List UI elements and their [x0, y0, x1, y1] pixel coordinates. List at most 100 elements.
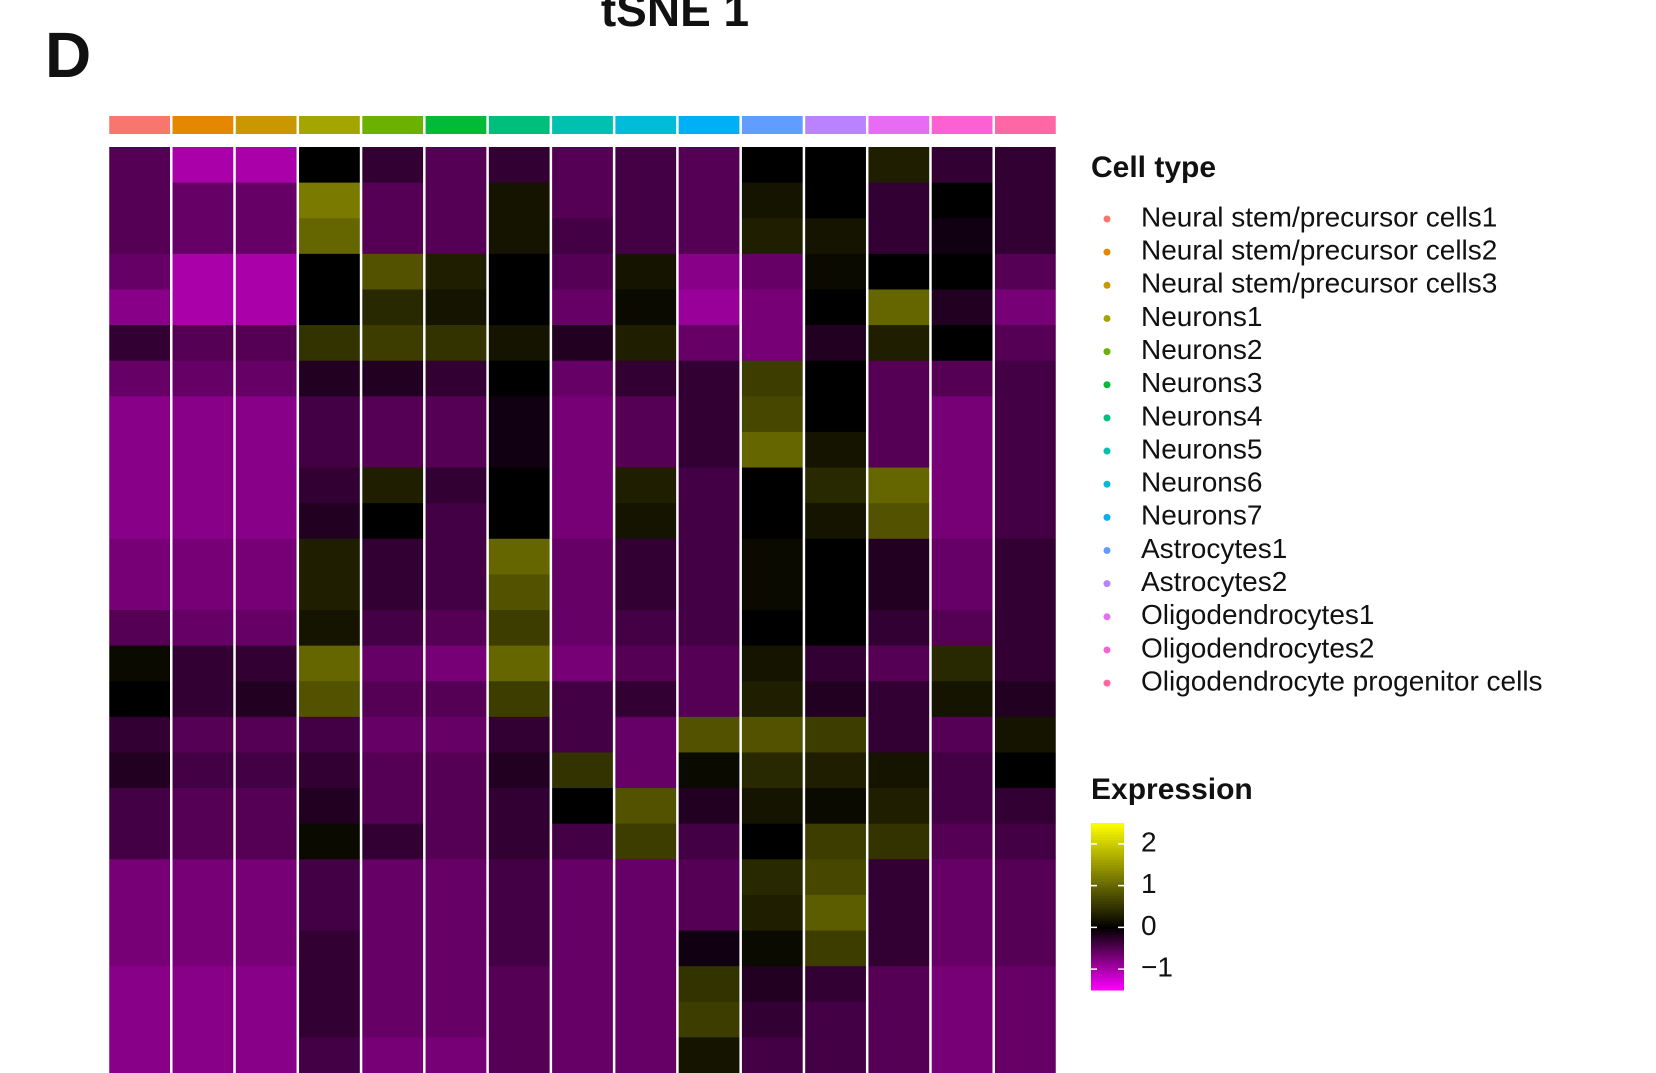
colorbar-segment	[1091, 923, 1124, 927]
heatmap-cell	[550, 182, 615, 219]
heatmap-cell	[234, 503, 299, 540]
heatmap-cell	[171, 681, 236, 718]
heatmap-cell	[740, 859, 805, 896]
heatmap-cell	[614, 681, 678, 718]
heatmap-cell	[993, 823, 1058, 860]
heatmap-cell	[803, 431, 868, 469]
heatmap-cell	[740, 752, 805, 789]
heatmap-cell	[677, 182, 742, 219]
colorbar-segment	[1091, 981, 1124, 985]
colorbar-segment	[1091, 861, 1124, 866]
heatmap-cell	[234, 182, 299, 219]
legend-dot	[1103, 414, 1111, 422]
heatmap-cell	[740, 930, 805, 967]
heatmap-cell	[740, 467, 805, 504]
heatmap-cell	[867, 574, 931, 611]
colorbar-segment	[1091, 848, 1124, 852]
colorbar-segment	[1091, 909, 1124, 913]
heatmap-cell	[930, 645, 995, 682]
heatmap-cell	[171, 966, 236, 1003]
heatmap-cell	[740, 325, 805, 362]
heatmap-cell	[297, 147, 362, 184]
heatmap-cell	[550, 574, 615, 611]
heatmap-cell	[867, 467, 931, 504]
heatmap-cell	[297, 823, 362, 860]
legend-label: Astrocytes1	[1141, 533, 1287, 564]
heatmap-cell	[677, 538, 742, 575]
heatmap-cell	[108, 930, 172, 967]
colorbar-segment	[1091, 850, 1124, 855]
heatmap-cell	[171, 716, 236, 753]
colorbar-segment	[1091, 831, 1124, 835]
colorbar-segment	[1091, 887, 1124, 891]
heatmap-cell	[108, 1001, 172, 1038]
heatmap-cell	[930, 574, 995, 611]
legend-dot	[1103, 679, 1111, 687]
heatmap-cell	[930, 1037, 995, 1073]
heatmap-cell	[361, 823, 425, 860]
heatmap-cell	[171, 1037, 236, 1073]
legend-dot	[1103, 447, 1111, 455]
heatmap-cell	[487, 752, 552, 789]
heatmap-cell	[614, 610, 678, 647]
heatmap-cell	[171, 574, 236, 611]
heatmap-cell	[993, 574, 1058, 611]
heatmap-cell	[487, 574, 552, 611]
canvas: D tSNE 1 Cell type Expression Neural ste…	[45, 0, 1543, 1073]
heatmap-cell	[487, 467, 552, 504]
heatmap-cell	[993, 1037, 1058, 1073]
heatmap-cell	[297, 966, 362, 1003]
heatmap-cell	[424, 859, 489, 896]
annotation-bar	[361, 116, 425, 134]
heatmap-cell	[234, 752, 299, 789]
annotation-bar	[677, 116, 741, 134]
heatmap-cell	[930, 431, 995, 469]
heatmap-cell	[930, 610, 995, 647]
heatmap-cell	[803, 610, 868, 647]
heatmap-cell	[993, 894, 1058, 932]
heatmap-cell	[424, 823, 489, 860]
heatmap-cell	[297, 610, 362, 647]
heatmap-cell	[867, 859, 931, 896]
colorbar-segment	[1091, 884, 1124, 888]
heatmap-cell	[614, 503, 678, 540]
heatmap-cell	[930, 716, 995, 753]
heatmap-cell	[614, 645, 678, 682]
colorbar-segment	[1091, 856, 1124, 860]
heatmap-cell	[677, 360, 742, 397]
heatmap-cell	[297, 574, 362, 611]
heatmap-cell	[108, 218, 172, 255]
heatmap-cell	[550, 966, 615, 1003]
colorbar-segment	[1091, 867, 1124, 871]
heatmap-cell	[361, 1037, 425, 1073]
colorbar-segment	[1091, 895, 1124, 899]
legend-dot	[1103, 580, 1111, 588]
legend-label: Neurons5	[1141, 433, 1262, 464]
colorbar-tick-label: 2	[1141, 826, 1157, 857]
heatmap-cell	[614, 1037, 678, 1073]
heatmap-cell	[487, 823, 552, 860]
heatmap-cell	[487, 966, 552, 1003]
heatmap-cell	[361, 574, 425, 611]
heatmap-cell	[108, 610, 172, 647]
heatmap-cell	[740, 182, 805, 219]
heatmap-cell	[424, 1037, 489, 1073]
heatmap-cell	[424, 325, 489, 362]
heatmap-cell	[867, 182, 931, 219]
heatmap-cell	[171, 325, 236, 362]
heatmap-cell	[297, 1037, 362, 1073]
colorbar-segment	[1091, 951, 1124, 955]
heatmap-cell	[803, 930, 868, 967]
heatmap-cell	[740, 610, 805, 647]
heatmap-cell	[361, 966, 425, 1003]
heatmap-cell	[424, 966, 489, 1003]
heatmap-cell	[867, 788, 931, 825]
colorbar-tick-label: 0	[1141, 910, 1157, 941]
heatmap-cell	[677, 930, 742, 967]
heatmap-cell	[867, 538, 931, 575]
heatmap-cell	[234, 289, 299, 326]
heatmap-cell	[361, 788, 425, 825]
heatmap-cell	[424, 218, 489, 255]
colorbar-segment	[1091, 859, 1124, 863]
colorbar-segment	[1091, 978, 1124, 983]
